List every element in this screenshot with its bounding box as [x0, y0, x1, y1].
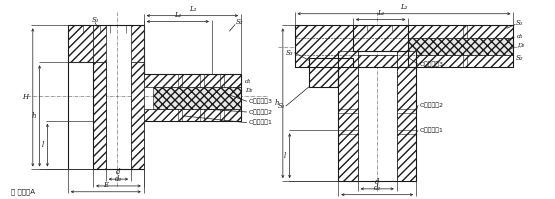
- Text: L₂: L₂: [189, 5, 196, 13]
- Text: l: l: [41, 141, 43, 149]
- Bar: [144, 109, 241, 121]
- Text: 图 装配图A: 图 装配图A: [12, 188, 36, 195]
- Bar: [131, 25, 144, 62]
- Text: E: E: [103, 181, 108, 189]
- Bar: [397, 51, 416, 181]
- Bar: [309, 58, 353, 87]
- Bar: [144, 74, 241, 87]
- Text: d₁: d₁: [517, 34, 524, 39]
- Text: h: h: [31, 112, 36, 120]
- Bar: [93, 62, 106, 169]
- Text: O形密封器3: O形密封器3: [420, 61, 444, 67]
- Text: h: h: [275, 99, 279, 107]
- Text: O形密封器3: O形密封器3: [249, 99, 273, 104]
- Text: O形密封器1: O形密封器1: [249, 120, 273, 126]
- Bar: [131, 62, 144, 169]
- Text: S₁: S₁: [278, 102, 286, 110]
- Text: D₂: D₂: [517, 43, 525, 48]
- Text: S₃: S₃: [286, 49, 294, 57]
- Bar: [93, 25, 106, 62]
- Text: d: d: [375, 178, 380, 186]
- Bar: [93, 62, 106, 169]
- Text: H: H: [22, 93, 28, 101]
- Text: L₁: L₁: [377, 9, 384, 17]
- Bar: [295, 25, 353, 67]
- Text: d₂: d₂: [115, 175, 122, 183]
- Text: O形密封器2: O形密封器2: [249, 109, 273, 115]
- Bar: [353, 25, 408, 51]
- Text: l: l: [284, 152, 286, 160]
- Text: d₂: d₂: [374, 184, 381, 192]
- Text: S₂: S₂: [235, 18, 243, 25]
- Text: O形密封器1: O形密封器1: [420, 128, 444, 133]
- Text: d₁: d₁: [245, 79, 251, 84]
- Bar: [295, 55, 513, 67]
- Text: O形密封器2: O形密封器2: [420, 102, 444, 108]
- Text: L₂: L₂: [400, 3, 408, 11]
- Bar: [295, 25, 513, 38]
- Bar: [153, 87, 241, 109]
- Bar: [406, 38, 513, 55]
- Bar: [68, 25, 93, 62]
- Text: L₁: L₁: [174, 11, 181, 19]
- Text: S₂: S₂: [516, 54, 523, 61]
- Text: S₁: S₁: [92, 16, 99, 23]
- Text: d: d: [116, 168, 120, 176]
- Bar: [339, 51, 358, 181]
- Text: D₂: D₂: [245, 88, 253, 93]
- Text: S₁: S₁: [516, 20, 523, 27]
